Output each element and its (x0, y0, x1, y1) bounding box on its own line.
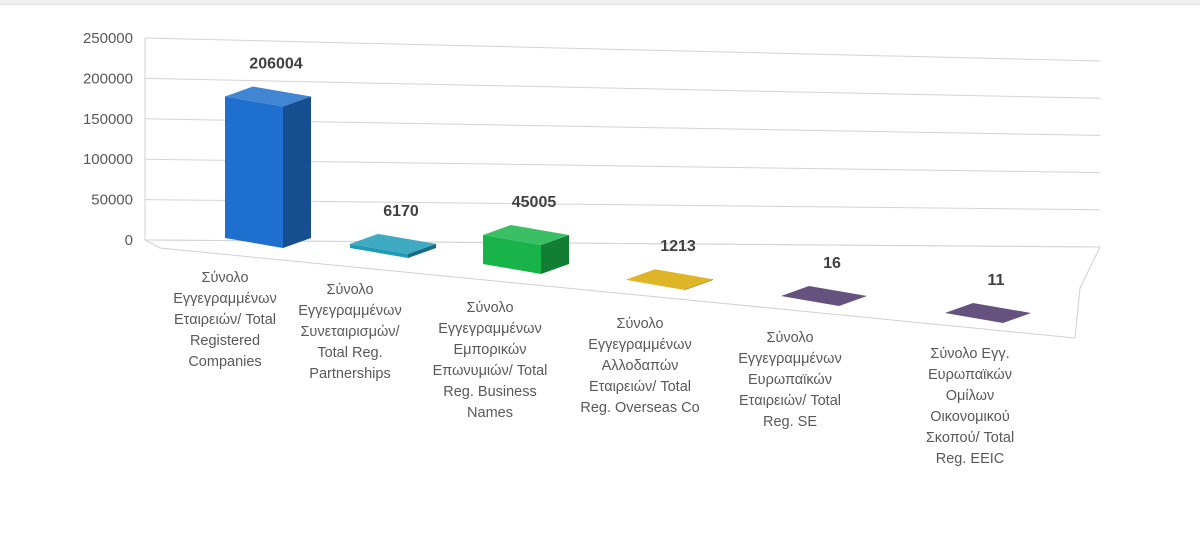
bar (945, 302, 1031, 323)
gridline (144, 239, 1101, 248)
y-tick-label: 250000 (83, 30, 133, 47)
bar-front-face (781, 295, 839, 306)
bar-side-face (541, 234, 569, 274)
bar (483, 224, 569, 274)
x-tick-label: Σύνολο Εγγεγραμμένων Συνεταιρισμών/Total R… (298, 282, 402, 382)
bar-top-face (225, 86, 311, 107)
category-labels: Σύνολο Εγγεγραμμένων Εταιρειών/ Total Regis… (173, 270, 1014, 467)
bars (225, 86, 1031, 323)
data-label: 6170 (383, 203, 419, 220)
data-label: 16 (823, 255, 841, 272)
bar-side-face (283, 96, 311, 248)
bar (627, 269, 713, 290)
bar-side-face (408, 243, 436, 258)
x-tick-label: Σύνολο Εγγεγραμμένων Εταιρειών/ Total Regis… (173, 270, 277, 370)
gridline (144, 77, 1101, 99)
bar-front-face (225, 96, 283, 248)
x-tick-label: Σύνολο Εγγεγραμμένων Αλλοδαπών Εταιρειών/ T… (580, 316, 699, 416)
bar-side-face (685, 279, 713, 290)
value-labels: 206004 6170 45005 1213 16 11 (249, 56, 1004, 289)
y-tick-label: 100000 (83, 151, 133, 168)
bar-front-face (350, 243, 408, 258)
x-tick-label: Σύνολο Εγγεγραμμένων Εμπορικών Επωνυμιών/ T… (433, 300, 548, 421)
y-tick-label: 200000 (83, 70, 133, 87)
x-tick-label: Σύνολο Εγγ. Ευρωπαϊκών Ομίλων Οικονομικού Σκ… (926, 346, 1014, 467)
y-axis-ticks: 0 50000 100000 150000 200000 250000 (83, 30, 133, 249)
bar-front-face (627, 279, 685, 290)
bar-side-face (839, 295, 867, 306)
top-border (0, 0, 1200, 5)
bar-top-face (627, 269, 713, 290)
bar (225, 86, 311, 248)
bar-front-face (483, 234, 541, 274)
y-tick-label: 50000 (91, 192, 133, 209)
bar (350, 233, 436, 258)
bar-front-face (945, 312, 1003, 323)
y-tick-label: 150000 (83, 111, 133, 128)
bar (781, 285, 867, 306)
data-label: 45005 (512, 194, 557, 211)
bar-top-face (350, 233, 436, 254)
data-label: 1213 (660, 238, 696, 255)
data-label: 11 (988, 272, 1005, 289)
bar-top-face (483, 224, 569, 245)
bar-top-face (945, 302, 1031, 323)
y-tick-label: 0 (125, 232, 133, 249)
data-label: 206004 (249, 56, 302, 73)
bar-side-face (1003, 312, 1031, 323)
x-tick-label: Σύνολο Εγγεγραμμένων Ευρωπαϊκών Εταιρειών/ … (738, 330, 842, 430)
gridline (144, 37, 1101, 62)
floor-outline (144, 239, 1101, 339)
bar-top-face (781, 285, 867, 306)
